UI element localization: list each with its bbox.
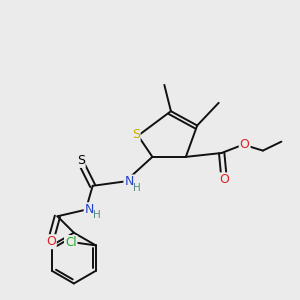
Text: S: S — [132, 128, 140, 141]
Text: N: N — [85, 203, 94, 216]
Text: O: O — [46, 235, 56, 248]
Text: Cl: Cl — [65, 236, 76, 249]
Text: O: O — [240, 137, 250, 151]
Text: N: N — [124, 176, 134, 188]
Text: H: H — [93, 210, 101, 220]
Text: S: S — [77, 154, 85, 167]
Text: H: H — [133, 183, 141, 193]
Text: O: O — [219, 173, 229, 186]
